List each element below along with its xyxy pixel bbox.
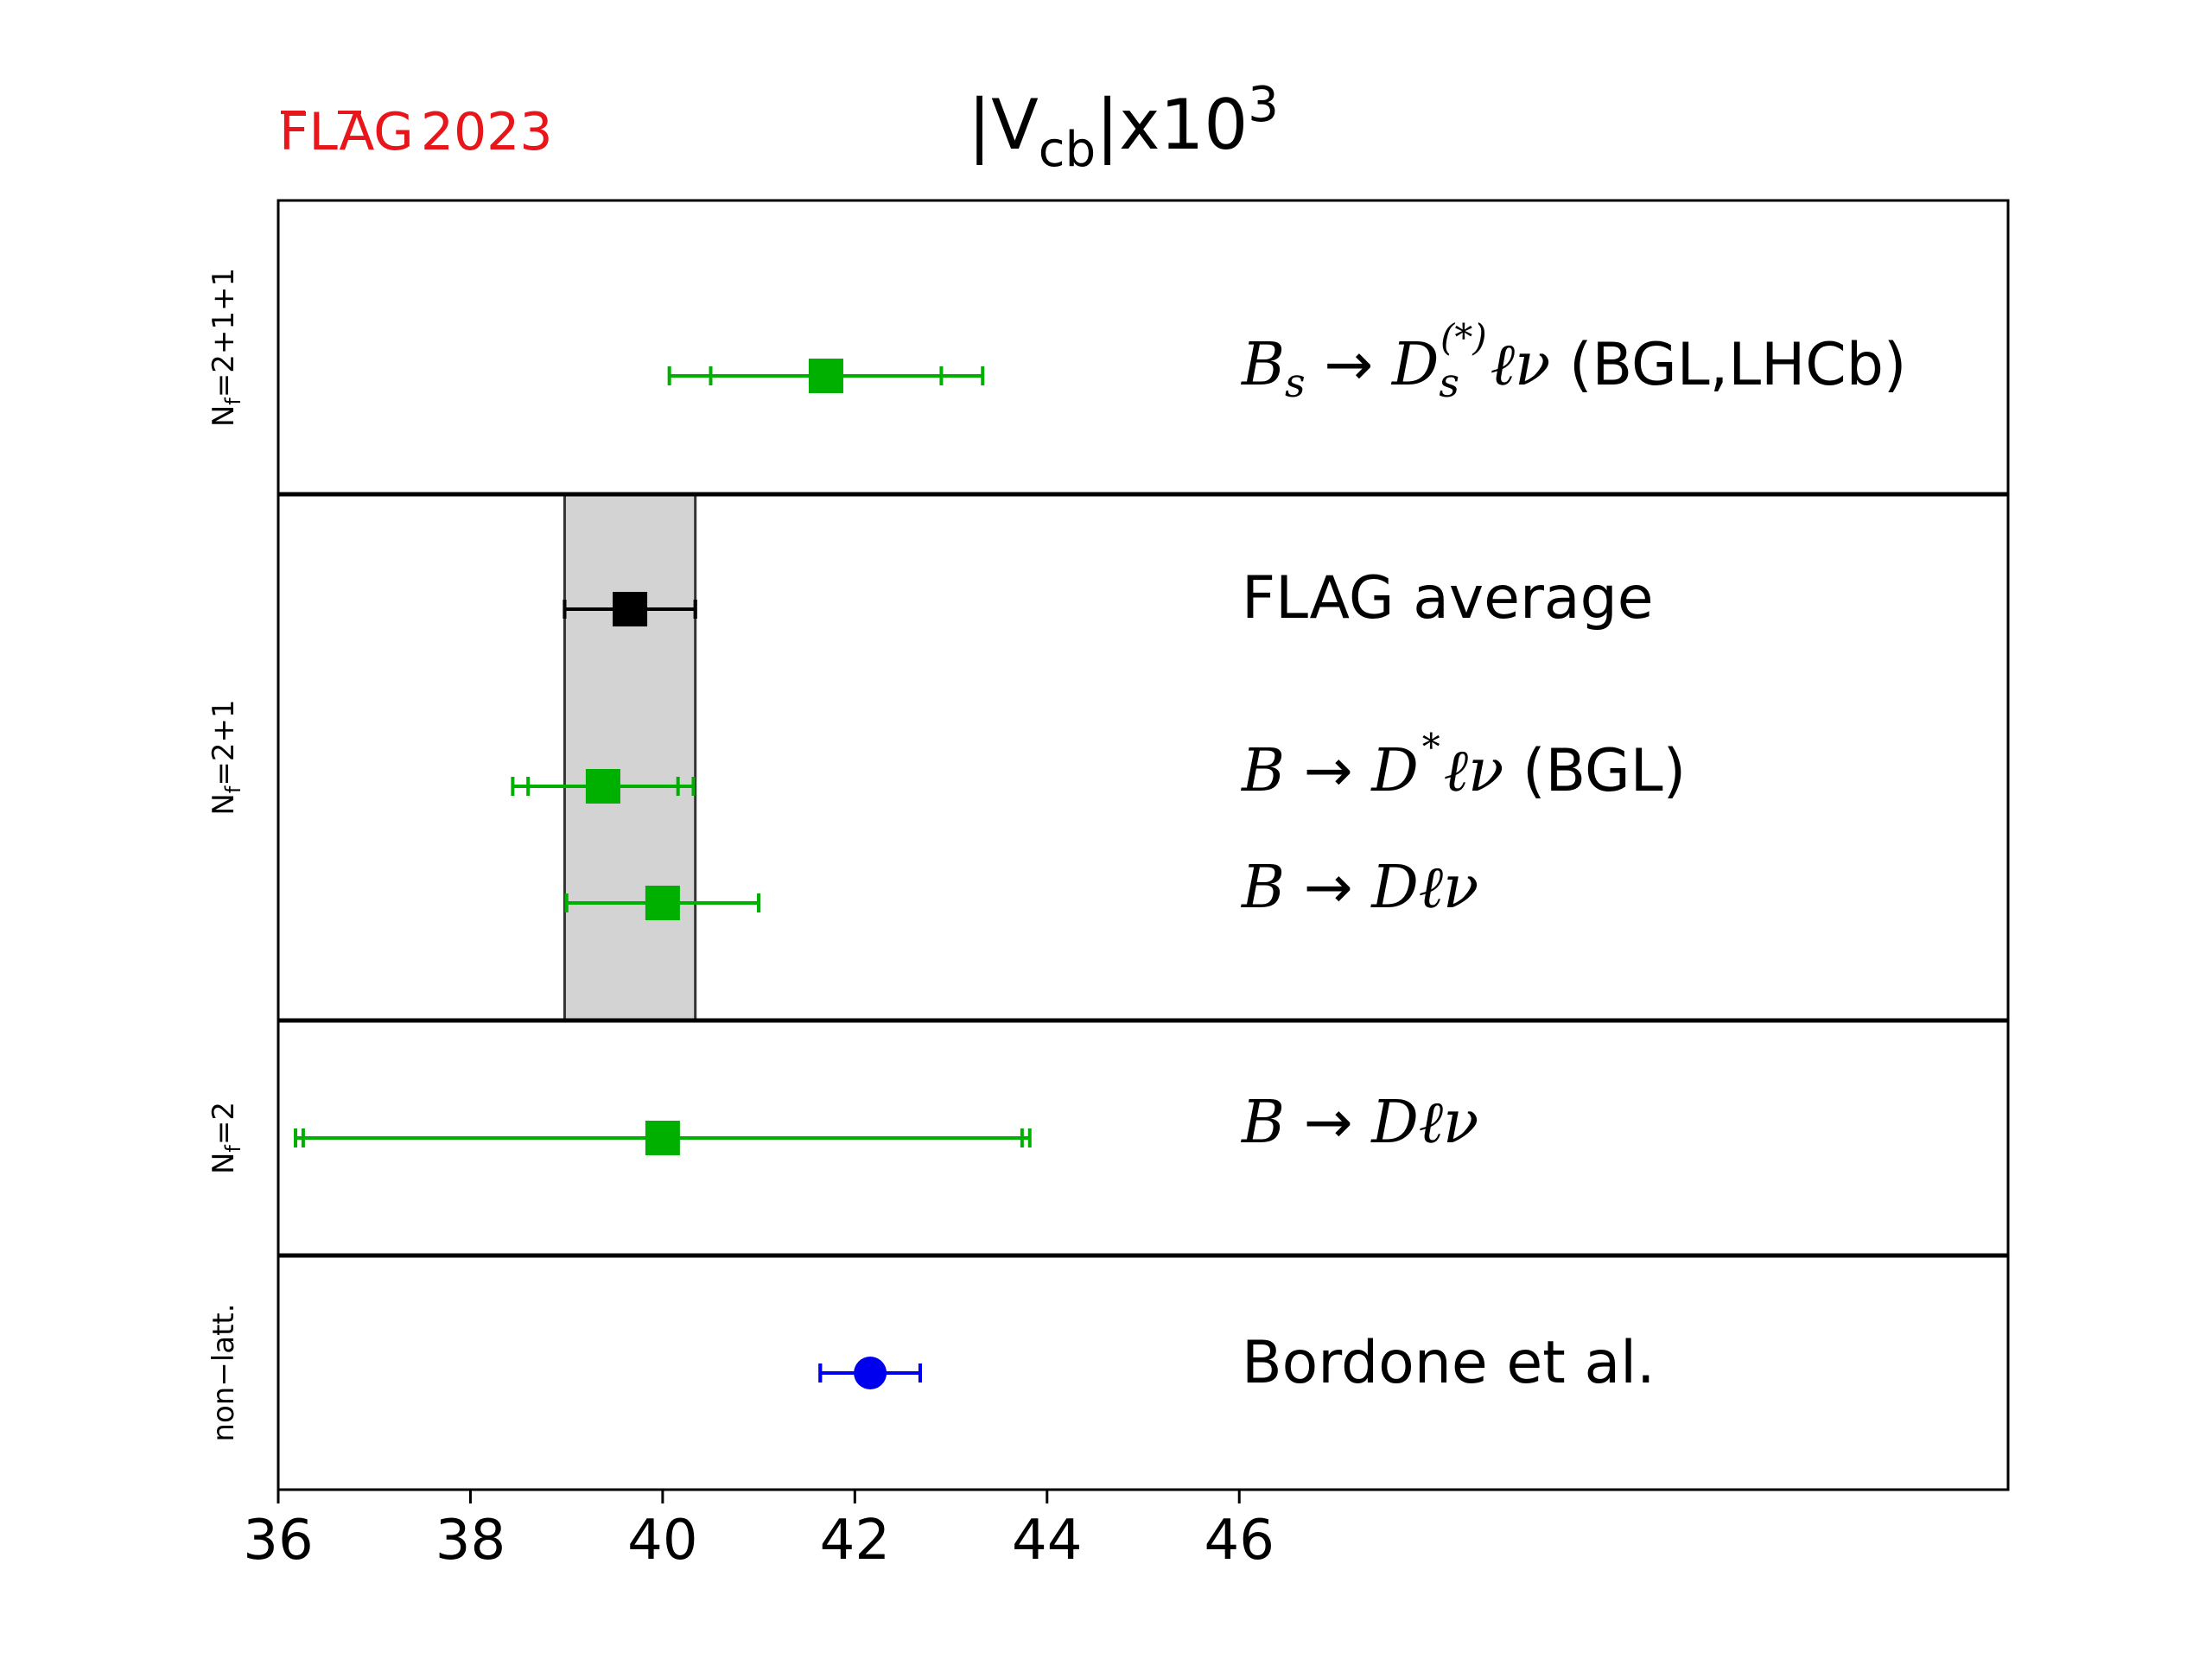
panel-label-base: non−latt. [207, 1303, 241, 1441]
data-point [645, 1121, 680, 1155]
label-arrow: → [1285, 737, 1371, 805]
data-label: Bs → Ds(*)ℓν (BGL,LHCb) [1240, 316, 1906, 406]
panel-label-sub: f [221, 1145, 245, 1153]
label-arrow: → [1285, 854, 1371, 922]
data-point [613, 592, 648, 626]
data-label: B → D*ℓν (BGL) [1240, 726, 1686, 805]
x-tick-label: 44 [1012, 1509, 1082, 1573]
data-label-text: Bordone et al. [1242, 1329, 1656, 1397]
data-point [808, 359, 843, 393]
label-lnu: ℓν [1491, 331, 1551, 399]
data-label: Bordone et al. [1242, 1329, 1656, 1397]
panel-label: non−latt. [207, 1303, 241, 1441]
data-label: B → Dℓν [1240, 1089, 1478, 1157]
panel-label-rest: =2 [207, 1102, 241, 1145]
label-tail: (BGL,LHCb) [1550, 331, 1906, 399]
title-after: |x10 [1096, 85, 1248, 166]
logo-year: 2023 [421, 102, 553, 162]
label-b: B [1240, 1089, 1285, 1157]
label-b-sub: s [1285, 359, 1306, 406]
data-point [645, 886, 680, 920]
x-tick-label: 38 [435, 1509, 505, 1573]
data-label: B → Dℓν [1240, 854, 1478, 922]
label-d: D [1390, 331, 1440, 399]
label-tail: (BGL) [1503, 737, 1686, 805]
label-d: Dℓν [1370, 854, 1478, 922]
plot-frame [276, 199, 2010, 1491]
flag-average-band [563, 493, 697, 1022]
label-b: B [1240, 737, 1285, 805]
panel-label: Nf=2+1+1 [207, 268, 245, 427]
panel-label: Nf=2+1 [207, 699, 245, 815]
x-tick-label: 42 [820, 1509, 890, 1573]
label-b: B [1240, 854, 1285, 922]
x-tick-label: 46 [1205, 1509, 1274, 1573]
label-d-sup: (*) [1440, 316, 1487, 359]
x-tick-label: 40 [627, 1509, 697, 1573]
label-d-sub: s [1439, 359, 1459, 406]
label-d: D [1370, 737, 1419, 805]
panel-label-rest: =2+1+1 [207, 268, 241, 397]
data-label: FLAG average [1242, 564, 1654, 632]
panel-label-sub: f [221, 785, 245, 793]
panel-label-rest: =2+1 [207, 699, 241, 785]
data-label-text: FLAG average [1242, 564, 1654, 632]
title-main: |V [968, 85, 1039, 166]
title-sup: 3 [1248, 77, 1279, 133]
panel-label-sub: f [221, 397, 245, 405]
panel-label-base: N [207, 405, 241, 427]
label-arrow: → [1306, 331, 1392, 399]
title-sub: cb [1039, 122, 1096, 178]
chart-title: |Vcb|x103 [968, 77, 1279, 178]
label-b: B [1240, 331, 1285, 399]
panel-label: Nf=2 [207, 1102, 245, 1174]
data-point [854, 1357, 887, 1389]
panel-label-base: N [207, 793, 241, 815]
label-d: Dℓν [1370, 1089, 1478, 1157]
label-arrow: → [1285, 1089, 1371, 1157]
panel-label-base: N [207, 1153, 241, 1174]
label-lnu: ℓν [1444, 737, 1504, 805]
data-point [585, 769, 620, 804]
x-tick-label: 36 [243, 1509, 313, 1573]
flag-logo: FLAG 2023 [279, 102, 553, 162]
label-d-sup: * [1422, 726, 1440, 768]
